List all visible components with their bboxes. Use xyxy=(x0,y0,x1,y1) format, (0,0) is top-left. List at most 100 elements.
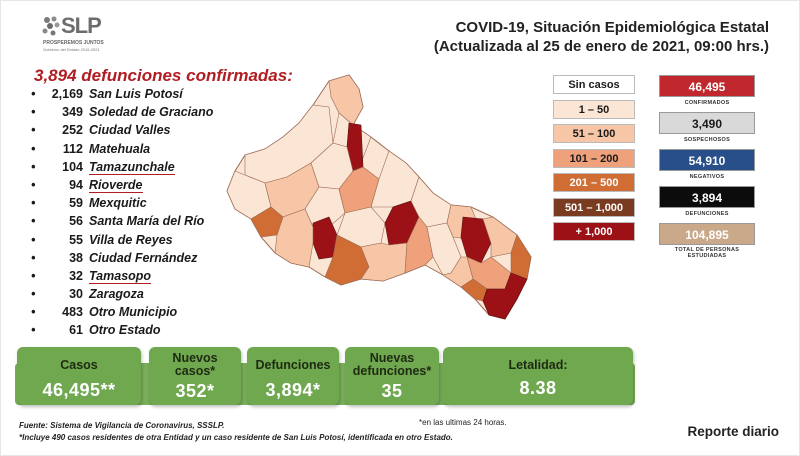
map-region xyxy=(482,272,528,320)
bullet-icon: • xyxy=(31,177,36,192)
source-note: *Incluye 490 casos residentes de otra En… xyxy=(19,433,453,442)
death-row: • 61 Otro Estado xyxy=(31,323,291,341)
tile-casos-value: 46,495** xyxy=(42,380,116,400)
bullet-icon: • xyxy=(31,123,36,138)
state-map xyxy=(226,74,532,320)
page-subtitle: (Actualizada al 25 de enero de 2021, 09:… xyxy=(433,38,769,55)
tile-defunciones-label: Defunciones xyxy=(255,358,331,372)
legend-item: 1 – 50 xyxy=(553,99,635,119)
logo-text: SLP xyxy=(61,13,102,38)
death-row: • 349 Soledad de Graciano xyxy=(31,105,291,123)
municipality-name: Otro Estado xyxy=(89,323,161,338)
death-count: 61 xyxy=(69,323,83,338)
municipality-name: Ciudad Fernández xyxy=(89,250,198,265)
map-region xyxy=(442,256,474,288)
bullet-icon: • xyxy=(31,232,36,247)
death-count: 349 xyxy=(62,105,83,120)
death-row: • 104 Tamazunchale xyxy=(31,160,291,178)
deaths-list: • 2,169 San Luis Potosí • 349 Soledad de Grac… xyxy=(31,87,291,342)
tile-nuevas-defunciones-label1: Nuevas xyxy=(369,351,415,365)
municipality-name: Mexquitic xyxy=(89,196,147,211)
bullet-icon: • xyxy=(31,214,36,229)
stat-value: 104,895 xyxy=(659,223,755,245)
death-count: 38 xyxy=(69,250,83,265)
logo-slogan: PROSPEREMOS JUNTOS xyxy=(43,40,104,46)
municipality-name: Tamazunchale xyxy=(89,159,175,175)
municipality-name: Matehuala xyxy=(89,141,151,156)
death-row: • 55 Villa de Reyes xyxy=(31,233,291,251)
map-legend: Sin casos 1 – 50 51 – 100 101 – 200 201 – 50… xyxy=(553,75,635,247)
death-count: 59 xyxy=(69,196,83,211)
bullet-icon: • xyxy=(31,159,36,174)
map-region xyxy=(328,74,364,126)
stat-value: 54,910 xyxy=(659,149,755,171)
tile-casos-label: Casos xyxy=(60,358,98,372)
stat-label: NEGATIVOS xyxy=(689,174,725,180)
tile-letalidad-value: 8.38 xyxy=(519,378,557,398)
death-count: 112 xyxy=(62,141,83,156)
death-count: 56 xyxy=(69,214,83,229)
municipality-name: Zaragoza xyxy=(89,287,144,302)
stat-label: TOTAL DE PERSONAS ESTUDIADAS xyxy=(674,247,740,259)
death-row: • 32 Tamasopo xyxy=(31,269,291,287)
death-row: • 2,169 San Luis Potosí xyxy=(31,87,291,105)
death-row: • 30 Zaragoza xyxy=(31,287,291,305)
legend-item: Sin casos xyxy=(553,75,635,94)
footnote-24h: *en las ultimas 24 horas. xyxy=(419,418,507,427)
tile-defunciones: Defunciones 3,894* xyxy=(247,347,339,405)
municipality-name: Tamasopo xyxy=(89,268,152,284)
tile-nuevas-defunciones-value: 35 xyxy=(381,381,403,401)
bullet-icon: • xyxy=(31,323,36,338)
tile-defunciones-value: 3,894* xyxy=(265,380,321,400)
tile-casos: Casos 46,495** xyxy=(17,347,141,405)
death-count: 104 xyxy=(62,159,83,174)
municipality-name: San Luis Potosí xyxy=(89,87,183,101)
death-count: 2,169 xyxy=(51,87,83,101)
map-region xyxy=(274,208,314,268)
logo-mark-icon xyxy=(42,16,60,36)
bullet-icon: • xyxy=(31,268,36,283)
stat-label: DEFUNCIONES xyxy=(685,211,729,217)
bullet-icon: • xyxy=(31,250,36,265)
tile-nuevas-defunciones: Nuevas defunciones* 35 xyxy=(345,347,439,405)
report-label: Reporte diario xyxy=(687,424,779,439)
bullet-icon: • xyxy=(31,287,36,302)
bullet-icon: • xyxy=(31,305,36,320)
deaths-title: 3,894 defunciones confirmadas: xyxy=(34,66,293,85)
tile-nuevos-casos: Nuevos casos* 352* xyxy=(149,347,241,405)
death-row: • 38 Ciudad Fernández xyxy=(31,251,291,269)
legend-item: 201 – 500 xyxy=(553,173,635,192)
death-count: 55 xyxy=(69,232,83,247)
death-row: • 59 Mexquitic xyxy=(31,196,291,214)
tile-letalidad: Letalidad: 8.38 xyxy=(443,347,633,405)
municipality-name: Soledad de Graciano xyxy=(89,105,214,120)
legend-item: + 1,000 xyxy=(553,222,635,241)
death-row: • 94 Rioverde xyxy=(31,178,291,196)
municipality-name: Santa María del Río xyxy=(89,214,205,229)
municipality-name: Villa de Reyes xyxy=(89,232,173,247)
stat-value: 46,495 xyxy=(659,75,755,97)
death-count: 30 xyxy=(69,287,83,302)
page-title: COVID-19, Situación Epidemiológica Estat… xyxy=(455,19,769,36)
legend-item: 501 – 1,000 xyxy=(553,197,635,217)
tile-nuevos-casos-value: 352* xyxy=(175,381,215,401)
source-text: Fuente: Sistema de Vigilancia de Coronav… xyxy=(19,421,225,430)
legend-item: 51 – 100 xyxy=(553,124,635,143)
tile-nuevos-casos-label2: casos* xyxy=(174,364,216,378)
logo-subtitle: Gobierno del Estado 2015-2021 xyxy=(43,47,100,52)
tile-nuevos-casos-label1: Nuevos xyxy=(172,351,218,365)
stat-value: 3,490 xyxy=(659,112,755,134)
death-count: 252 xyxy=(62,123,83,138)
death-count: 32 xyxy=(69,268,83,283)
death-row: • 483 Otro Municipio xyxy=(31,305,291,323)
municipality-name: Otro Municipio xyxy=(89,305,178,320)
municipality-name: Rioverde xyxy=(89,177,143,193)
bullet-icon: • xyxy=(31,141,36,156)
tile-nuevas-defunciones-label2: defunciones* xyxy=(352,364,432,378)
death-row: • 112 Matehuala xyxy=(31,142,291,160)
municipality-name: Ciudad Valles xyxy=(89,123,171,138)
slp-logo: SLP PROSPEREMOS JUNTOS Gobierno del Esta… xyxy=(41,13,131,65)
stats-column: 46,495 CONFIRMADOS 3,490 SOSPECHOSOS 54,910 N… xyxy=(659,75,755,261)
stat-label: SOSPECHOSOS xyxy=(683,137,731,143)
